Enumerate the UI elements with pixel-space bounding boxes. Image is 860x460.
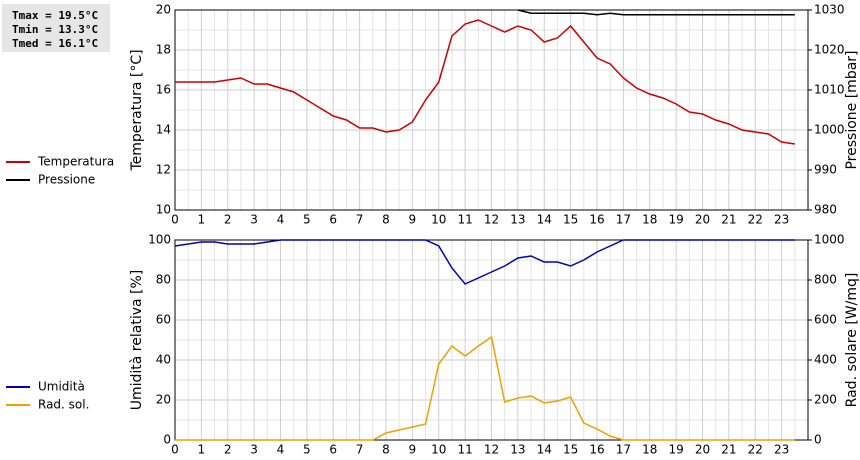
x-tick-label: 15 [563, 213, 578, 227]
x-tick-label: 12 [484, 213, 499, 227]
x-tick-label: 18 [642, 443, 657, 457]
y2-tick-label: 0 [814, 433, 822, 447]
y2-tick-label: 800 [814, 273, 837, 287]
x-tick-label: 23 [774, 443, 789, 457]
x-tick-label: 13 [510, 443, 525, 457]
y2-tick-label: 980 [814, 203, 837, 217]
y2-tick-label: 1030 [814, 3, 845, 17]
x-tick-label: 16 [589, 443, 604, 457]
y-tick-label: 10 [156, 203, 171, 217]
x-tick-label: 5 [303, 443, 311, 457]
y-tick-label: 20 [156, 3, 171, 17]
x-tick-label: 22 [748, 213, 763, 227]
x-tick-label: 3 [250, 443, 258, 457]
x-tick-label: 17 [616, 443, 631, 457]
x-tick-label: 1 [198, 213, 206, 227]
legend-label: Temperatura [37, 155, 114, 169]
x-tick-label: 9 [409, 443, 417, 457]
x-tick-label: 14 [537, 213, 552, 227]
legend-label: Rad. sol. [38, 398, 89, 412]
x-tick-label: 17 [616, 213, 631, 227]
x-tick-label: 12 [484, 443, 499, 457]
x-tick-label: 2 [224, 213, 232, 227]
x-tick-label: 6 [329, 213, 337, 227]
x-tick-label: 23 [774, 213, 789, 227]
y-tick-label: 16 [156, 83, 171, 97]
legend-label: Umidità [38, 380, 85, 394]
y-tick-label: 100 [148, 233, 171, 247]
x-tick-label: 1 [198, 443, 206, 457]
y2-tick-label: 1010 [814, 83, 845, 97]
stats-box [2, 4, 110, 52]
data-line [175, 335, 795, 441]
y2-tick-label: 400 [814, 353, 837, 367]
y-tick-label: 14 [156, 123, 171, 137]
x-tick-label: 10 [431, 443, 446, 457]
x-tick-label: 4 [277, 213, 285, 227]
x-tick-label: 4 [277, 443, 285, 457]
x-tick-label: 21 [721, 443, 736, 457]
y2-tick-label: 200 [814, 393, 837, 407]
y-axis-label: Umidità relativa [%] [129, 270, 145, 411]
x-tick-label: 2 [224, 443, 232, 457]
x-tick-label: 10 [431, 213, 446, 227]
plot-frame [174, 9, 809, 211]
y-tick-label: 0 [163, 433, 171, 447]
x-tick-label: 9 [409, 213, 417, 227]
y-tick-label: 60 [156, 313, 171, 327]
x-tick-label: 19 [668, 443, 683, 457]
x-tick-label: 6 [329, 443, 337, 457]
y2-tick-label: 600 [814, 313, 837, 327]
y-tick-label: 20 [156, 393, 171, 407]
x-tick-label: 20 [695, 213, 710, 227]
x-tick-label: 5 [303, 213, 311, 227]
x-tick-label: 18 [642, 213, 657, 227]
y2-tick-label: 1020 [814, 43, 845, 57]
x-tick-label: 7 [356, 443, 364, 457]
x-tick-label: 11 [457, 443, 472, 457]
x-tick-label: 20 [695, 443, 710, 457]
x-tick-label: 8 [382, 213, 390, 227]
y-tick-label: 12 [156, 163, 171, 177]
legend-label: Pressione [38, 173, 95, 187]
stats-text: Tmax = 19.5°C [12, 9, 98, 22]
y-tick-label: 18 [156, 43, 171, 57]
x-tick-label: 16 [589, 213, 604, 227]
x-tick-label: 7 [356, 213, 364, 227]
x-tick-label: 8 [382, 443, 390, 457]
y2-tick-label: 1000 [814, 123, 845, 137]
x-tick-label: 3 [250, 213, 258, 227]
data-line [175, 19, 795, 145]
y-tick-label: 40 [156, 353, 171, 367]
y2-tick-label: 1000 [814, 233, 845, 247]
x-tick-label: 15 [563, 443, 578, 457]
y2-axis-label: Pressione [mbar] [844, 50, 860, 169]
stats-text: Tmin = 13.3°C [12, 23, 98, 36]
y2-tick-label: 990 [814, 163, 837, 177]
x-tick-label: 14 [537, 443, 552, 457]
x-tick-label: 0 [171, 213, 179, 227]
x-tick-label: 19 [668, 213, 683, 227]
x-tick-label: 0 [171, 443, 179, 457]
x-tick-label: 11 [457, 213, 472, 227]
y2-axis-label: Rad. solare [W/mq] [844, 273, 860, 408]
plot-frame [174, 239, 809, 441]
x-tick-label: 21 [721, 213, 736, 227]
stats-text: Tmed = 16.1°C [12, 37, 98, 50]
data-line [517, 9, 795, 16]
x-tick-label: 13 [510, 213, 525, 227]
x-tick-label: 22 [748, 443, 763, 457]
data-line [174, 239, 795, 285]
y-axis-label: Temperatura [°C] [129, 49, 145, 171]
y-tick-label: 80 [156, 273, 171, 287]
